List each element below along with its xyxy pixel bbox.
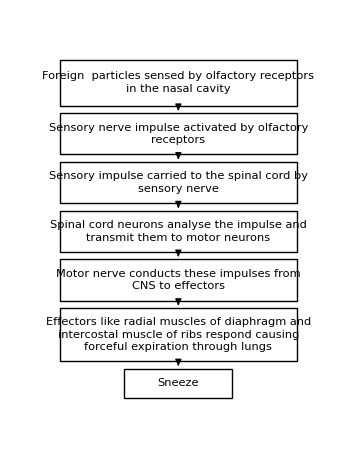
Text: Sensory nerve impulse activated by olfactory
receptors: Sensory nerve impulse activated by olfac… [49,123,308,145]
Bar [60,113,297,154]
Bar [60,211,297,252]
Bar [60,162,297,203]
Text: Foreign  particles sensed by olfactory receptors
in the nasal cavity: Foreign particles sensed by olfactory re… [42,72,314,94]
Text: Sneeze: Sneeze [158,378,199,388]
Text: Sensory impulse carried to the spinal cord by
sensory nerve: Sensory impulse carried to the spinal co… [49,171,308,194]
Text: Effectors like radial muscles of diaphragm and
intercostal muscle of ribs respon: Effectors like radial muscles of diaphra… [46,317,311,352]
Bar [60,260,297,300]
Text: Motor nerve conducts these impulses from
CNS to effectors: Motor nerve conducts these impulses from… [56,269,301,291]
Text: Spinal cord neurons analyse the impulse and
transmit them to motor neurons: Spinal cord neurons analyse the impulse … [50,220,307,242]
Bar [125,369,232,398]
Bar [60,308,297,361]
Bar [60,60,297,106]
